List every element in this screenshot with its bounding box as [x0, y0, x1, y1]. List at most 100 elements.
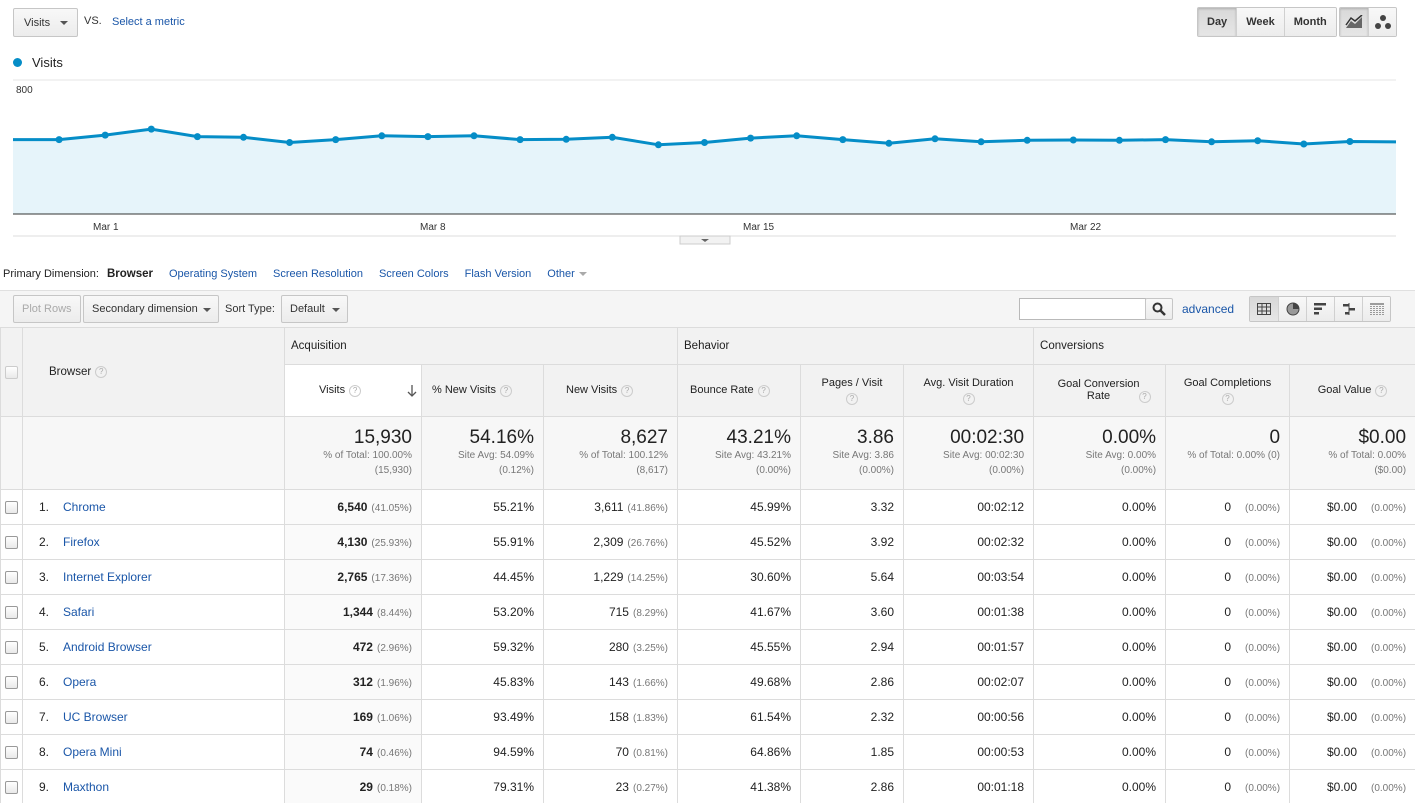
- browser-link[interactable]: Firefox: [63, 535, 100, 549]
- metric-select[interactable]: Visits: [13, 8, 78, 37]
- data-point[interactable]: [931, 135, 939, 143]
- help-icon[interactable]: ?: [757, 384, 770, 397]
- data-view-button[interactable]: [1250, 297, 1278, 321]
- data-point[interactable]: [240, 133, 247, 141]
- data-point[interactable]: [608, 133, 616, 141]
- browser-link[interactable]: Maxthon: [63, 780, 110, 794]
- totals-name-cell: [22, 416, 285, 490]
- data-point[interactable]: [1023, 136, 1031, 144]
- help-icon[interactable]: ?: [846, 392, 858, 405]
- line-chart-button[interactable]: [1340, 8, 1368, 36]
- select-metric-link[interactable]: Select a metric: [112, 16, 185, 28]
- advanced-filter-link[interactable]: advanced: [1182, 302, 1235, 316]
- new-visits-value: 2,309: [593, 535, 624, 549]
- data-point[interactable]: [885, 139, 893, 147]
- row-checkbox[interactable]: [5, 676, 18, 690]
- col-goal-value[interactable]: Goal Value?: [1289, 364, 1415, 417]
- browser-link[interactable]: Opera Mini: [63, 745, 122, 759]
- row-checkbox[interactable]: [5, 781, 18, 795]
- data-point[interactable]: [516, 136, 524, 144]
- row-checkbox[interactable]: [5, 711, 18, 725]
- col-goal-conversion-rate[interactable]: Goal Conversion Rate?: [1033, 364, 1167, 417]
- dimension-operating-system[interactable]: Operating System: [169, 268, 258, 280]
- data-point[interactable]: [839, 136, 847, 144]
- motion-chart-button[interactable]: [1368, 8, 1396, 36]
- search-button[interactable]: [1145, 298, 1173, 320]
- percentage-view-button[interactable]: [1278, 297, 1306, 321]
- total-value: 43.21%: [726, 427, 791, 448]
- row-checkbox[interactable]: [5, 606, 18, 620]
- table-search-input[interactable]: [1019, 298, 1146, 320]
- dimension-screen-colors[interactable]: Screen Colors: [378, 268, 449, 280]
- data-point[interactable]: [1162, 136, 1169, 144]
- help-icon[interactable]: ?: [1138, 391, 1151, 404]
- period-day-button[interactable]: Day: [1198, 8, 1237, 36]
- pivot-view-button[interactable]: [1362, 297, 1390, 321]
- col-new-visits-pct[interactable]: % New Visits?: [421, 364, 544, 417]
- data-point[interactable]: [977, 138, 985, 146]
- data-point[interactable]: [1069, 136, 1077, 144]
- data-point[interactable]: [793, 132, 801, 140]
- col-visits[interactable]: Visits?: [284, 364, 422, 417]
- data-point[interactable]: [654, 141, 662, 149]
- comparison-view-button[interactable]: [1334, 297, 1362, 321]
- help-icon[interactable]: ?: [1221, 392, 1234, 405]
- col-goal-completions[interactable]: Goal Completions?: [1165, 364, 1291, 417]
- row-checkbox[interactable]: [5, 536, 18, 550]
- new-visits-cell: 2,309 (26.76%): [543, 524, 678, 560]
- browser-link[interactable]: Chrome: [63, 500, 106, 514]
- period-week-button[interactable]: Week: [1236, 8, 1284, 36]
- bounce-rate-cell: 30.60%: [677, 559, 801, 595]
- col-bounce-rate[interactable]: Bounce Rate?: [677, 364, 801, 417]
- data-point[interactable]: [101, 131, 109, 139]
- pages-visit-cell: 2.86: [800, 769, 904, 803]
- col-new-visits[interactable]: New Visits?: [543, 364, 678, 417]
- data-point[interactable]: [1346, 138, 1354, 145]
- browser-link[interactable]: UC Browser: [63, 710, 128, 724]
- dimension-other-menu[interactable]: Other: [547, 268, 587, 280]
- goal-completions-value: 0: [1224, 745, 1232, 759]
- data-point[interactable]: [286, 139, 294, 146]
- visits-pct: (25.93%): [371, 538, 412, 549]
- data-point[interactable]: [470, 132, 478, 140]
- plot-rows-button[interactable]: Plot Rows: [13, 295, 81, 323]
- browser-link[interactable]: Opera: [63, 675, 97, 689]
- browser-column-header[interactable]: Browser?: [22, 327, 285, 417]
- data-point[interactable]: [424, 133, 432, 141]
- help-icon[interactable]: ?: [621, 384, 634, 397]
- data-point[interactable]: [1254, 137, 1262, 145]
- browser-link[interactable]: Android Browser: [63, 640, 152, 654]
- col-avg-duration[interactable]: Avg. Visit Duration?: [902, 364, 1035, 417]
- browser-link[interactable]: Safari: [63, 605, 95, 619]
- browser-link[interactable]: Internet Explorer: [63, 570, 152, 584]
- data-point[interactable]: [332, 136, 340, 144]
- data-point[interactable]: [1208, 138, 1216, 146]
- data-point[interactable]: [378, 132, 386, 140]
- help-icon[interactable]: ?: [1375, 384, 1388, 397]
- data-point[interactable]: [1300, 140, 1308, 148]
- performance-view-button[interactable]: [1306, 297, 1334, 321]
- data-point[interactable]: [701, 139, 708, 146]
- row-checkbox[interactable]: [5, 641, 18, 655]
- row-checkbox[interactable]: [5, 746, 18, 760]
- period-month-button[interactable]: Month: [1283, 8, 1336, 36]
- data-point[interactable]: [562, 135, 570, 143]
- help-icon[interactable]: ?: [95, 365, 108, 378]
- secondary-dimension-select[interactable]: Secondary dimension: [83, 295, 219, 323]
- data-point[interactable]: [193, 133, 201, 141]
- row-checkbox[interactable]: [5, 571, 18, 585]
- help-icon[interactable]: ?: [499, 384, 512, 397]
- data-point[interactable]: [147, 125, 155, 133]
- data-point[interactable]: [55, 136, 63, 144]
- col-pages-visit[interactable]: Pages / Visit?: [800, 364, 904, 417]
- help-icon[interactable]: ?: [349, 384, 362, 397]
- sort-type-value: Default: [290, 303, 325, 315]
- select-all-checkbox[interactable]: [5, 366, 18, 379]
- data-point[interactable]: [1115, 136, 1123, 144]
- help-icon[interactable]: ?: [962, 392, 975, 405]
- row-checkbox[interactable]: [5, 501, 18, 515]
- dimension-flash-version[interactable]: Flash Version: [464, 268, 532, 280]
- data-point[interactable]: [747, 134, 755, 142]
- dimension-screen-resolution[interactable]: Screen Resolution: [273, 268, 363, 280]
- sort-type-select[interactable]: Default: [281, 295, 348, 323]
